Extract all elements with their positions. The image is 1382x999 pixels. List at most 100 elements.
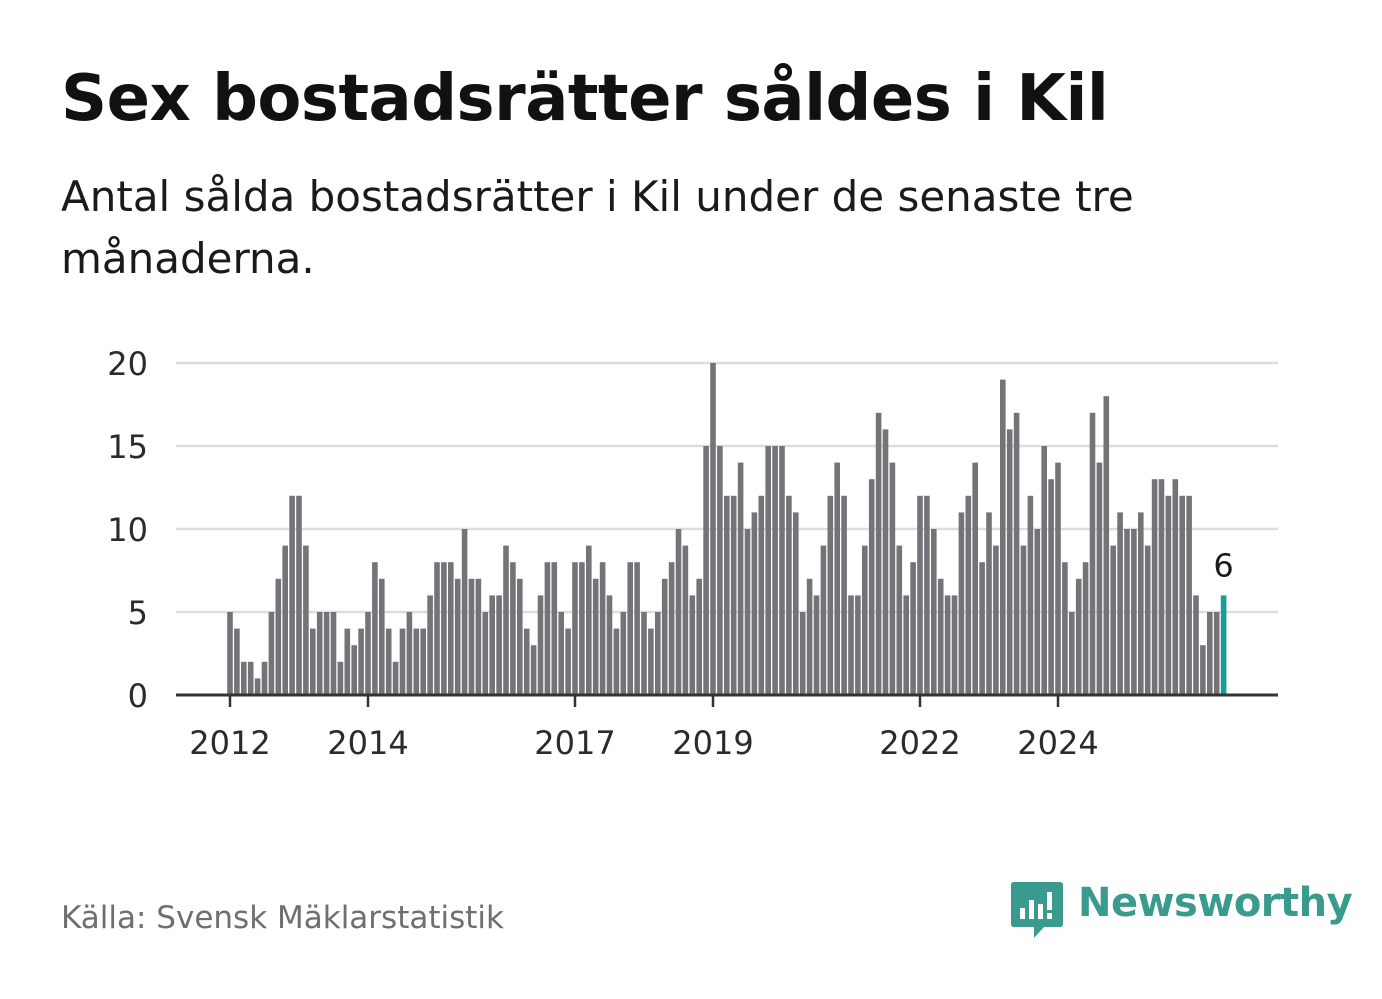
bar: [392, 661, 399, 695]
bar: [558, 612, 564, 695]
bar: [889, 462, 896, 695]
bar: [910, 562, 916, 695]
bar-highlight: [1220, 595, 1227, 695]
bar: [234, 628, 240, 695]
bar: [848, 595, 854, 695]
bar: [806, 578, 813, 695]
bar: [1096, 462, 1103, 695]
y-tick-label: 20: [107, 345, 148, 383]
bar: [1193, 595, 1199, 695]
bar: [379, 578, 385, 695]
bar: [834, 462, 840, 695]
bar: [1172, 479, 1179, 695]
bar: [1069, 612, 1075, 695]
bar: [717, 446, 723, 695]
bar: [634, 562, 640, 695]
bar: [1165, 495, 1172, 695]
data-label: 6: [1213, 546, 1233, 584]
bar: [786, 495, 792, 695]
y-tick-label: 10: [107, 511, 148, 549]
bar: [1055, 462, 1061, 695]
bar: [530, 645, 537, 695]
bar: [641, 612, 647, 695]
bar: [1000, 379, 1006, 695]
bar: [1020, 545, 1027, 695]
bar: [592, 578, 599, 695]
bar: [648, 628, 654, 695]
bar: [882, 429, 889, 695]
bar: [572, 562, 578, 695]
bar: [841, 495, 847, 695]
bar-chart: 0 5 10 15 20 2012 2014 2017 2019 2022 2024 6: [107, 345, 1278, 762]
x-tick-label: 2022: [879, 724, 960, 762]
bar: [724, 495, 730, 695]
bar: [965, 495, 972, 695]
bar: [1062, 562, 1068, 695]
bar: [544, 562, 551, 695]
bar: [503, 545, 509, 695]
newsworthy-logo-icon: [1011, 882, 1063, 938]
bar: [627, 562, 633, 695]
bar: [448, 562, 454, 695]
bar: [261, 661, 268, 695]
bar: [468, 578, 475, 695]
bar: [655, 612, 661, 695]
bar: [296, 495, 302, 695]
y-tick-label: 15: [107, 428, 148, 466]
y-tick-label: 5: [128, 594, 148, 632]
bar: [510, 562, 516, 695]
bar: [496, 595, 502, 695]
bar: [268, 612, 275, 695]
bar: [310, 628, 316, 695]
bar: [351, 645, 357, 695]
bar: [1041, 446, 1047, 695]
bar: [751, 512, 758, 695]
bar: [1207, 612, 1213, 695]
bar: [972, 462, 978, 695]
bar: [482, 612, 489, 695]
bar: [586, 545, 592, 695]
bar: [793, 512, 799, 695]
bar: [758, 495, 765, 695]
bar: [868, 479, 875, 695]
bar: [454, 578, 461, 695]
bar: [434, 562, 440, 695]
bar: [1013, 412, 1020, 695]
bar: [1131, 529, 1137, 695]
bar: [275, 578, 282, 695]
bar: [1138, 512, 1144, 695]
bar: [399, 628, 406, 695]
bar: [703, 446, 709, 695]
bar: [779, 446, 785, 695]
bar: [813, 595, 820, 695]
bar: [358, 628, 364, 695]
x-tick-label: 2014: [327, 724, 408, 762]
bar: [413, 628, 420, 695]
source-note: Källa: Svensk Mäklarstatistik: [61, 900, 504, 936]
bar: [937, 578, 944, 695]
bar: [855, 595, 861, 695]
bar: [1048, 479, 1054, 695]
brand-logo[interactable]: Newsworthy: [1010, 878, 1353, 940]
bar: [696, 578, 702, 695]
bar: [944, 595, 951, 695]
bar: [579, 562, 585, 695]
bar: [958, 512, 965, 695]
bar: [1006, 429, 1013, 695]
bar: [979, 562, 985, 695]
bar: [1200, 645, 1206, 695]
bar: [489, 595, 495, 695]
bar: [330, 612, 337, 695]
bar: [820, 545, 827, 695]
bar: [1075, 578, 1082, 695]
bar: [365, 612, 371, 695]
bar: [1117, 512, 1123, 695]
bar: [606, 595, 613, 695]
x-tick-label: 2017: [534, 724, 615, 762]
bar: [862, 545, 868, 695]
chart-title: Sex bostadsrätter såldes i Kil: [61, 62, 1109, 136]
bar: [1103, 396, 1110, 695]
bar: [827, 495, 834, 695]
bar: [668, 562, 675, 695]
bar: [289, 495, 295, 695]
